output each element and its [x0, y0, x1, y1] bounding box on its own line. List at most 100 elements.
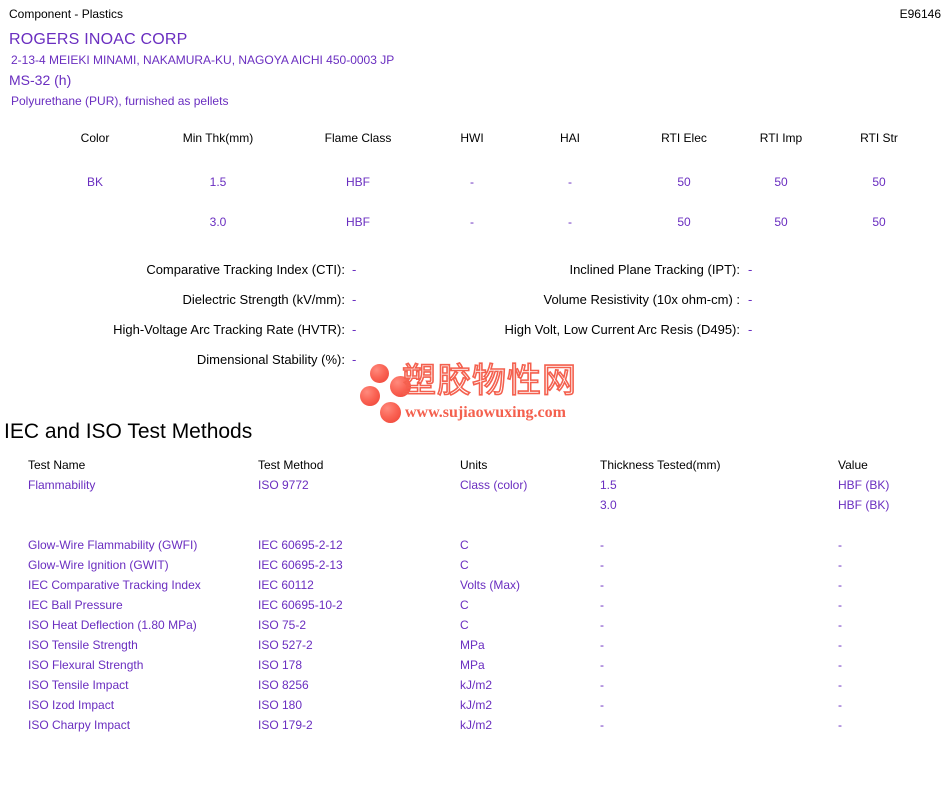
iec-cell: HBF (BK)	[838, 478, 890, 492]
iec-cell: Class (color)	[460, 478, 528, 492]
component-category-label: Component - Plastics	[9, 7, 124, 21]
ratings-col-header: RTI Elec	[661, 131, 707, 145]
iec-cell: -	[600, 658, 604, 672]
property-label: High-Voltage Arc Tracking Rate (HVTR):	[113, 322, 345, 337]
iec-cell: kJ/m2	[460, 678, 493, 692]
ratings-col-header: RTI Str	[860, 131, 898, 145]
iec-cell: ISO Charpy Impact	[28, 718, 131, 732]
ratings-cell: 50	[677, 175, 691, 189]
iec-cell: ISO Tensile Impact	[28, 678, 129, 692]
ratings-cell: 50	[872, 175, 886, 189]
iec-table-row: 3.0 HBF (BK)	[0, 498, 950, 518]
ratings-col-header: HWI	[460, 131, 484, 145]
iec-cell: -	[600, 538, 604, 552]
watermark-chinese-title: 塑胶物性网	[401, 361, 577, 401]
iec-col-header: Test Name	[28, 458, 86, 472]
ratings-col-header: Flame Class	[324, 131, 392, 145]
property-value: -	[352, 262, 357, 277]
iec-cell: -	[600, 578, 604, 592]
iec-table-row: ISO Heat Deflection (1.80 MPa) ISO 75-2 C -…	[0, 618, 950, 638]
property-line: High-Voltage Arc Tracking Rate (HVTR): -	[0, 322, 356, 352]
ratings-table-row: BK 1.5 HBF - - 50 50 50	[0, 175, 950, 195]
iec-table-row: Glow-Wire Ignition (GWIT) IEC 60695-2-13 C…	[0, 558, 950, 578]
ratings-cell: -	[568, 215, 572, 229]
iec-cell: IEC 60695-2-12	[258, 538, 343, 552]
iec-cell: C	[460, 598, 469, 612]
iec-cell: -	[838, 538, 842, 552]
ratings-cell: 1.5	[209, 175, 227, 189]
iec-cell: ISO 8256	[258, 678, 309, 692]
iec-iso-test-table: Test Name Test Method Units Thickness Teste…	[0, 458, 950, 738]
iec-table-row: IEC Comparative Tracking Index IEC 60112 V…	[0, 578, 950, 598]
iec-cell: ISO 9772	[258, 478, 309, 492]
property-value: -	[352, 292, 357, 307]
iec-cell: ISO 178	[258, 658, 303, 672]
iec-cell: -	[600, 558, 604, 572]
iec-table-row	[0, 518, 950, 538]
iec-cell: -	[838, 598, 842, 612]
property-label: Dielectric Strength (kV/mm):	[182, 292, 345, 307]
property-value: -	[748, 292, 753, 307]
iec-cell: -	[838, 618, 842, 632]
iec-cell: kJ/m2	[460, 718, 493, 732]
property-value: -	[352, 352, 357, 367]
ratings-cell: 3.0	[209, 215, 227, 229]
iec-cell: kJ/m2	[460, 698, 493, 712]
ratings-cell: 50	[774, 175, 788, 189]
iec-cell: -	[600, 718, 604, 732]
iec-cell: -	[838, 578, 842, 592]
iec-iso-section-heading: IEC and ISO Test Methods	[4, 420, 253, 443]
iec-cell: -	[600, 598, 604, 612]
iec-cell: ISO 180	[258, 698, 303, 712]
iec-cell: C	[460, 618, 469, 632]
iec-cell: IEC 60695-10-2	[258, 598, 343, 612]
property-label: Inclined Plane Tracking (IPT):	[569, 262, 740, 277]
iec-cell: Flammability	[28, 478, 96, 492]
property-label: Comparative Tracking Index (CTI):	[146, 262, 345, 277]
property-line: Dimensional Stability (%): -	[0, 352, 356, 382]
iec-cell: HBF (BK)	[838, 498, 890, 512]
iec-cell: ISO Tensile Strength	[28, 638, 138, 652]
ratings-cell: HBF	[346, 215, 370, 229]
iec-table-row: ISO Izod Impact ISO 180 kJ/m2 - -	[0, 698, 950, 718]
ratings-cell: 50	[872, 215, 886, 229]
watermark-dot	[380, 402, 401, 423]
iec-cell: -	[600, 638, 604, 652]
ratings-table-header-row: Color Min Thk(mm) Flame Class HWI HAI RTI Ele…	[0, 131, 950, 151]
iec-cell: 1.5	[600, 478, 617, 492]
iec-table-row: IEC Ball Pressure IEC 60695-10-2 C - -	[0, 598, 950, 618]
iec-cell: IEC 60695-2-13	[258, 558, 343, 572]
ratings-cell: 50	[677, 215, 691, 229]
file-number: E96146	[899, 7, 941, 21]
iec-cell: ISO 75-2	[258, 618, 307, 632]
watermark-dot	[390, 376, 411, 397]
property-line: Inclined Plane Tracking (IPT): -	[400, 262, 752, 292]
iec-cell: IEC Ball Pressure	[28, 598, 123, 612]
iec-cell: Glow-Wire Ignition (GWIT)	[28, 558, 169, 572]
material-code: MS-32 (h)	[9, 72, 72, 88]
watermark-dots-icon	[360, 360, 412, 423]
iec-cell: -	[838, 558, 842, 572]
ratings-col-header: Color	[80, 131, 110, 145]
iec-cell: -	[838, 698, 842, 712]
iec-cell: ISO Heat Deflection (1.80 MPa)	[28, 618, 197, 632]
iec-col-header: Thickness Tested(mm)	[600, 458, 721, 472]
property-line: Comparative Tracking Index (CTI): -	[0, 262, 356, 292]
ratings-table-row: 3.0 HBF - - 50 50 50	[0, 215, 950, 235]
ratings-cell: BK	[86, 175, 104, 189]
property-value: -	[352, 322, 357, 337]
company-name: ROGERS INOAC CORP	[9, 31, 188, 48]
iec-col-header: Units	[460, 458, 488, 472]
ratings-cell: -	[470, 215, 474, 229]
property-label: High Volt, Low Current Arc Resis (D495):	[504, 322, 740, 337]
material-description: Polyurethane (PUR), furnished as pellets	[11, 94, 229, 108]
ratings-cell: -	[568, 175, 572, 189]
ratings-col-header: RTI Imp	[759, 131, 803, 145]
property-label: Volume Resistivity (10x ohm-cm) :	[543, 292, 741, 307]
iec-table-header-row: Test Name Test Method Units Thickness Teste…	[0, 458, 950, 478]
ratings-cell: 50	[774, 215, 788, 229]
watermark-dot	[360, 386, 380, 406]
property-label: Dimensional Stability (%):	[196, 352, 345, 367]
iec-cell: ISO 179-2	[258, 718, 313, 732]
iec-cell: MPa	[460, 658, 485, 672]
